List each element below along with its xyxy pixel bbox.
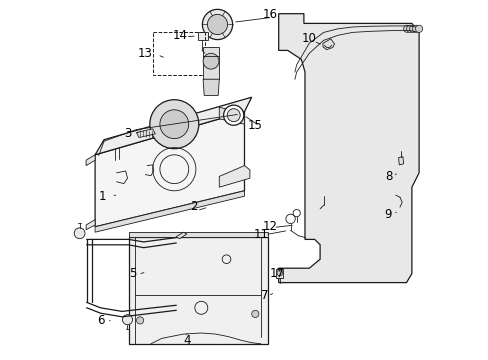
Text: 10: 10 bbox=[301, 32, 316, 45]
Polygon shape bbox=[398, 157, 403, 165]
Text: 14: 14 bbox=[172, 29, 187, 42]
Text: 13: 13 bbox=[138, 47, 153, 60]
Polygon shape bbox=[86, 155, 95, 166]
Polygon shape bbox=[95, 191, 244, 232]
Polygon shape bbox=[176, 232, 186, 239]
Text: 6: 6 bbox=[97, 314, 104, 327]
Circle shape bbox=[412, 25, 419, 32]
Polygon shape bbox=[128, 237, 267, 344]
Circle shape bbox=[122, 315, 132, 325]
Polygon shape bbox=[86, 220, 95, 230]
Polygon shape bbox=[219, 107, 244, 124]
Polygon shape bbox=[197, 32, 208, 40]
Polygon shape bbox=[276, 269, 283, 278]
Text: 5: 5 bbox=[129, 267, 136, 280]
Circle shape bbox=[203, 53, 219, 69]
Text: 2: 2 bbox=[190, 201, 198, 213]
Polygon shape bbox=[203, 79, 219, 95]
Circle shape bbox=[251, 310, 258, 318]
Circle shape bbox=[409, 25, 416, 32]
Polygon shape bbox=[203, 47, 219, 79]
Circle shape bbox=[406, 25, 413, 32]
Text: 3: 3 bbox=[123, 127, 131, 140]
Circle shape bbox=[207, 14, 227, 35]
Text: 4: 4 bbox=[183, 334, 190, 347]
Text: 12: 12 bbox=[263, 220, 277, 233]
Text: 1: 1 bbox=[99, 190, 106, 203]
Text: 8: 8 bbox=[384, 170, 391, 183]
Circle shape bbox=[202, 9, 232, 40]
Text: 9: 9 bbox=[384, 208, 391, 221]
Text: 17: 17 bbox=[269, 267, 284, 280]
Text: 16: 16 bbox=[263, 8, 277, 21]
Polygon shape bbox=[219, 166, 249, 187]
Circle shape bbox=[403, 25, 410, 32]
Circle shape bbox=[415, 25, 422, 32]
Circle shape bbox=[285, 214, 295, 224]
Circle shape bbox=[149, 100, 199, 149]
Text: 7: 7 bbox=[260, 289, 267, 302]
Circle shape bbox=[74, 228, 85, 239]
Polygon shape bbox=[128, 232, 267, 237]
Circle shape bbox=[160, 110, 188, 139]
Circle shape bbox=[223, 105, 244, 125]
Text: 11: 11 bbox=[253, 228, 267, 240]
Circle shape bbox=[136, 317, 143, 324]
Circle shape bbox=[292, 210, 300, 217]
Polygon shape bbox=[95, 112, 244, 227]
Polygon shape bbox=[95, 97, 251, 155]
Polygon shape bbox=[322, 39, 334, 50]
Circle shape bbox=[227, 109, 240, 122]
Text: 15: 15 bbox=[247, 119, 262, 132]
Circle shape bbox=[276, 270, 282, 276]
Polygon shape bbox=[278, 14, 418, 283]
Polygon shape bbox=[136, 129, 155, 138]
